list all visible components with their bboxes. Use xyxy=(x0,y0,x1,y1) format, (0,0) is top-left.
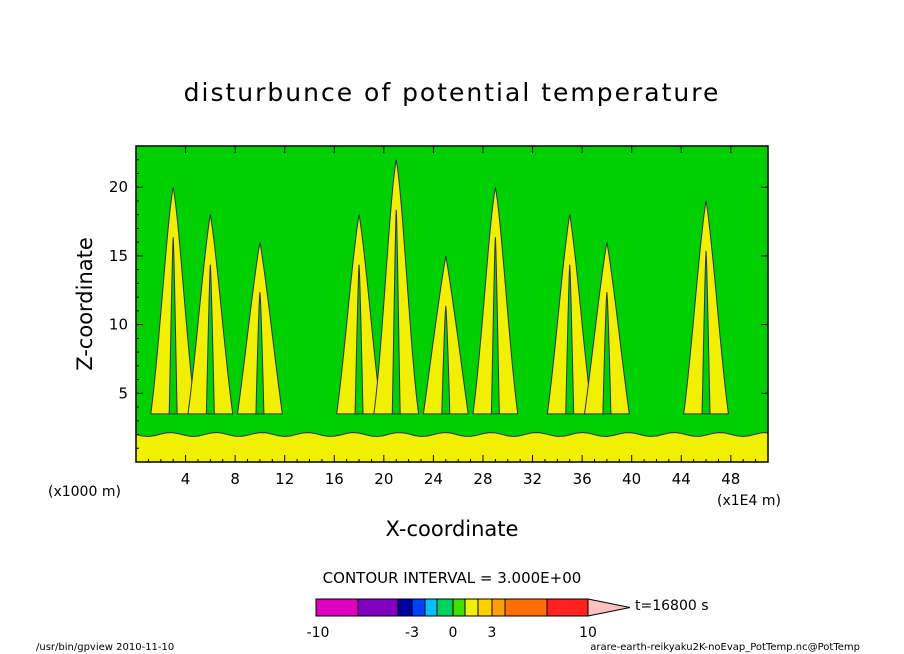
x-axis: 4 8 12 16 20 24 28 32 36 40 44 48 xyxy=(147,146,757,488)
cool-core xyxy=(391,209,401,415)
colorbar-label: 10 xyxy=(579,625,597,641)
colorbar-cell xyxy=(357,598,399,617)
plot-frame xyxy=(135,145,769,463)
x-tick-label: 36 xyxy=(573,470,592,488)
colorbar xyxy=(315,598,631,617)
x-tick-label: 8 xyxy=(230,470,240,488)
cool-core xyxy=(354,264,364,415)
y-tick-label: 5 xyxy=(118,384,128,402)
colorbar-cell xyxy=(477,598,493,617)
colorbar-cell xyxy=(315,598,359,617)
cool-core xyxy=(490,237,500,415)
colorbar-cell xyxy=(504,598,548,617)
x-unit-right: (x1E4 m) xyxy=(717,493,781,509)
y-axis: 5 10 15 20 xyxy=(109,159,768,449)
colorbar-cell xyxy=(452,598,466,617)
colorbar-cell xyxy=(397,598,413,617)
colorbar-label: 0 xyxy=(449,625,458,641)
cool-core xyxy=(168,237,178,415)
x-tick-label: 24 xyxy=(424,470,443,488)
cool-core xyxy=(441,305,451,415)
contour-interval: CONTOUR INTERVAL = 3.000E+00 xyxy=(323,569,582,587)
colorbar-cell xyxy=(464,598,479,617)
x-tick-label: 4 xyxy=(181,470,191,488)
cool-core xyxy=(205,264,215,415)
x-tick-label: 20 xyxy=(374,470,393,488)
cool-core xyxy=(602,292,612,415)
x-tick-label: 28 xyxy=(473,470,492,488)
y-axis-label: Z-coordinate xyxy=(73,237,97,371)
colorbar-cell xyxy=(436,598,454,617)
x-tick-label: 44 xyxy=(672,470,691,488)
colorbar-label: -3 xyxy=(405,625,419,641)
y-tick-label: 20 xyxy=(109,178,128,196)
footer-right: arare-earth-reikyaku2K-noEvap_PotTemp.nc… xyxy=(590,642,860,653)
surface-warm-layer xyxy=(135,431,769,463)
y-tick-label: 10 xyxy=(109,316,128,334)
x-unit-left: (x1000 m) xyxy=(48,484,121,500)
colorbar-cell xyxy=(411,598,426,617)
cool-core xyxy=(565,264,575,415)
time-label: t=16800 s xyxy=(635,598,709,614)
x-tick-label: 32 xyxy=(523,470,542,488)
colorbar-labels: -10 -3 0 3 10 xyxy=(307,625,597,641)
colorbar-label: 3 xyxy=(488,625,497,641)
x-axis-label: X-coordinate xyxy=(386,517,519,541)
plot-area xyxy=(135,145,769,463)
colorbar-label: -10 xyxy=(307,625,330,641)
chart-title: disturbunce of potential temperature xyxy=(184,78,721,107)
x-tick-label: 40 xyxy=(622,470,641,488)
y-tick-label: 15 xyxy=(109,247,128,265)
footer-left: /usr/bin/gpview 2010-11-10 xyxy=(36,642,174,653)
cool-core xyxy=(255,292,265,415)
colorbar-cell xyxy=(491,598,506,617)
temperature-field xyxy=(135,159,769,463)
colorbar-cell xyxy=(424,598,438,617)
x-tick-label: 16 xyxy=(325,470,344,488)
colorbar-cell xyxy=(546,598,589,617)
x-tick-label: 48 xyxy=(721,470,740,488)
colorbar-arrow xyxy=(587,598,631,617)
cool-core xyxy=(701,250,711,415)
x-tick-label: 12 xyxy=(275,470,294,488)
